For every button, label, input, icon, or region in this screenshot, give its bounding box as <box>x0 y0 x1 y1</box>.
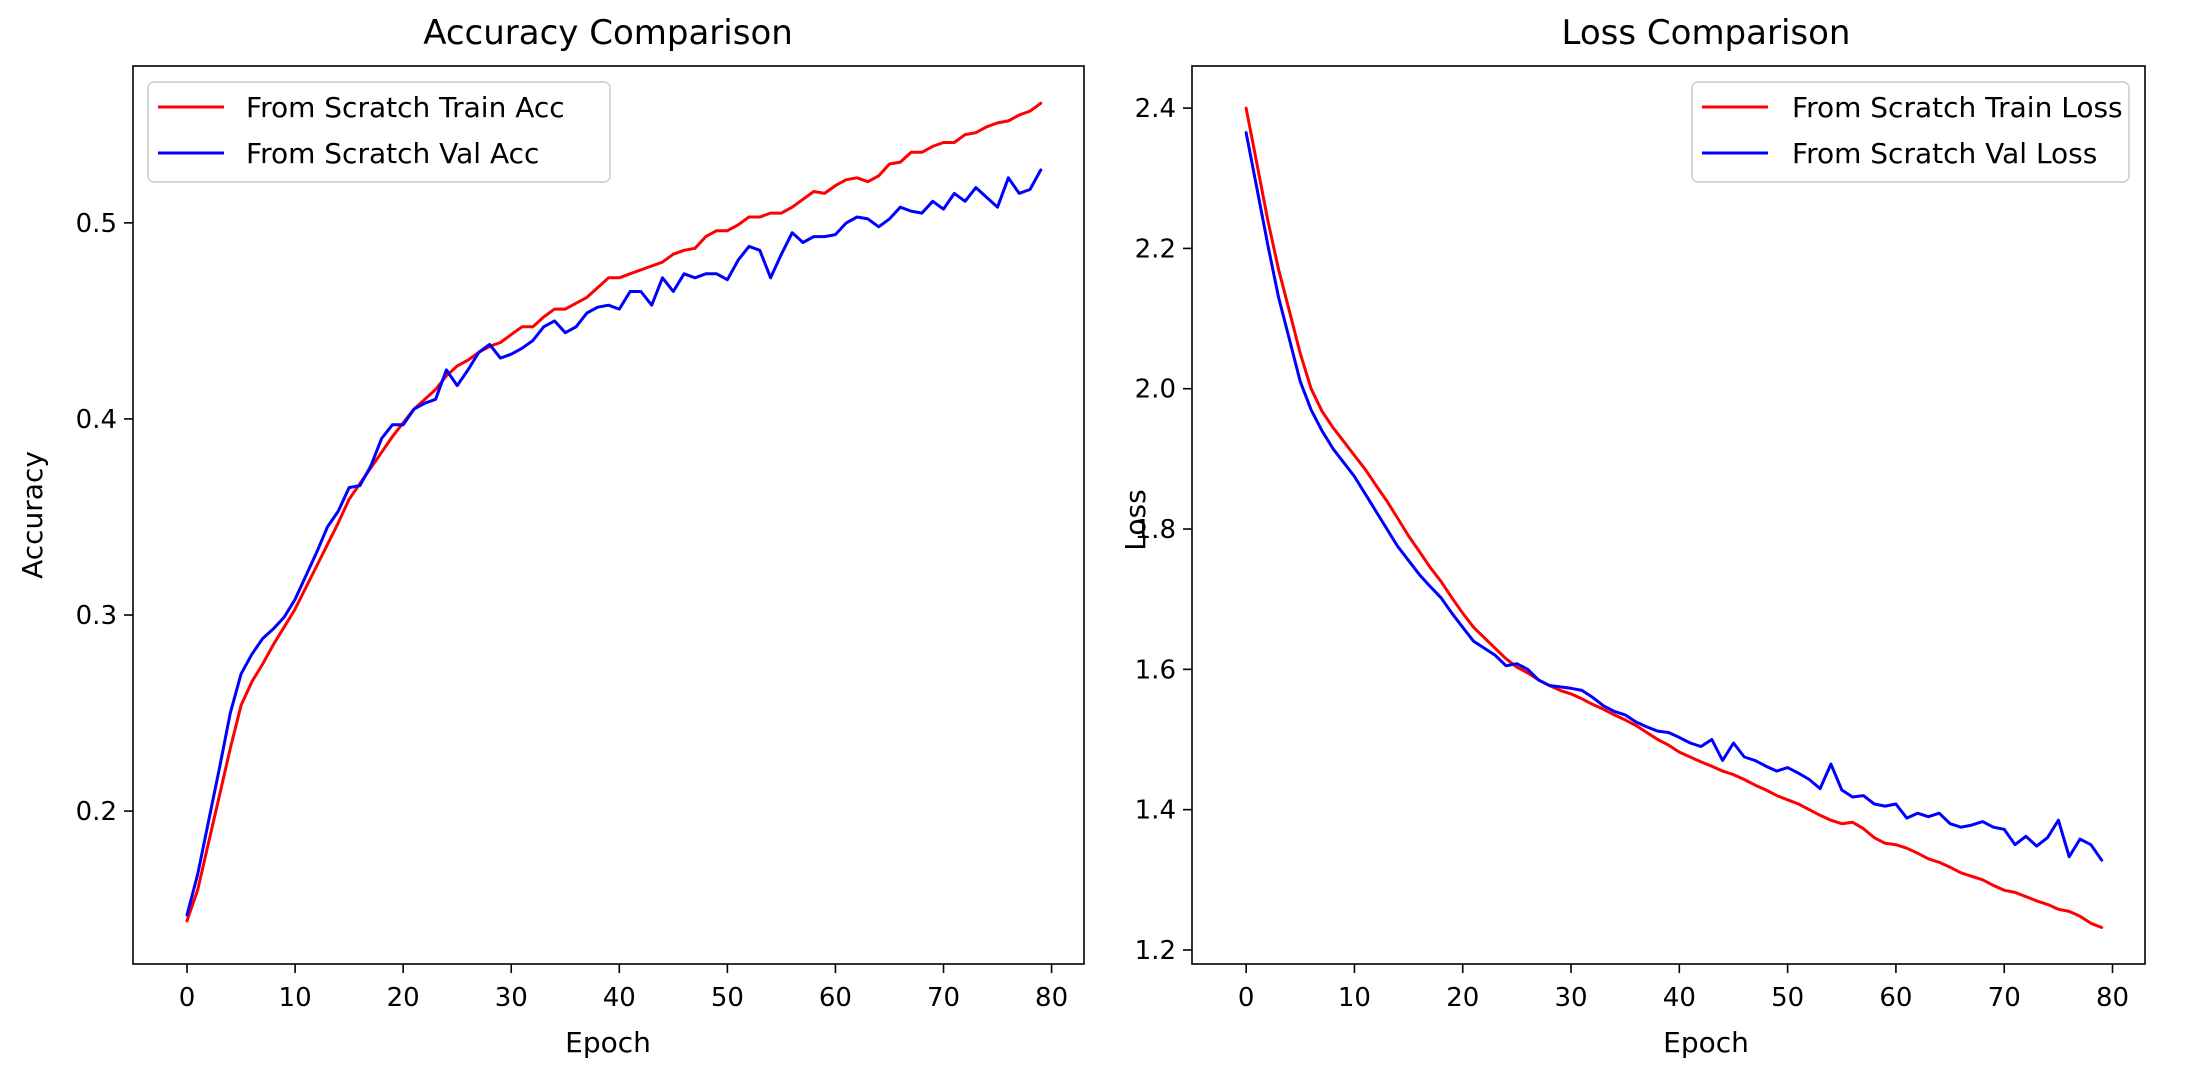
x-tick-label: 50 <box>711 983 744 1013</box>
y-tick-label: 0.4 <box>76 405 117 435</box>
y-tick-label: 2.2 <box>1135 234 1176 264</box>
x-tick-label: 70 <box>927 983 960 1013</box>
y-tick-label: 1.8 <box>1135 515 1176 545</box>
y-tick-label: 0.3 <box>76 601 117 631</box>
y-tick-label: 0.5 <box>76 209 117 239</box>
x-tick-label: 50 <box>1771 983 1804 1013</box>
y-axis-label: Accuracy <box>16 451 49 579</box>
legend: From Scratch Train Acc From Scratch Val … <box>147 81 611 183</box>
x-tick-label: 40 <box>603 983 636 1013</box>
x-tick-label: 60 <box>1879 983 1912 1013</box>
x-tick-label: 30 <box>495 983 528 1013</box>
y-axis-label: Loss <box>1119 489 1152 550</box>
x-axis-label: Epoch <box>1663 1026 1749 1059</box>
y-tick-label: 1.4 <box>1135 796 1176 826</box>
x-tick-label: 60 <box>819 983 852 1013</box>
series-line-val <box>1244 131 2104 862</box>
y-tick-label: 2.4 <box>1135 94 1176 124</box>
x-tick-label: 20 <box>387 983 420 1013</box>
series-layer <box>1244 106 2104 929</box>
x-tick-label: 80 <box>2096 983 2129 1013</box>
loss-chart: Loss Comparison 0 10 20 30 40 50 60 70 80 1.2 1.4… <box>1119 13 2146 1059</box>
legend-label-train: From Scratch Train Acc <box>246 91 565 124</box>
y-ticks: 0.2 0.3 0.4 0.5 <box>76 209 133 827</box>
x-tick-label: 10 <box>1338 983 1371 1013</box>
plot-frame <box>1191 65 2146 965</box>
x-tick-label: 70 <box>1988 983 2021 1013</box>
x-axis-label: Epoch <box>565 1026 651 1059</box>
x-tick-label: 0 <box>1238 983 1255 1013</box>
plot-frame <box>132 65 1085 965</box>
chart-title: Loss Comparison <box>1562 13 1851 53</box>
y-tick-label: 1.6 <box>1135 655 1176 685</box>
x-tick-label: 0 <box>179 983 196 1013</box>
y-tick-label: 1.2 <box>1135 936 1176 966</box>
x-tick-label: 10 <box>279 983 312 1013</box>
y-tick-label: 0.2 <box>76 797 117 827</box>
series-layer <box>185 101 1043 923</box>
x-tick-label: 40 <box>1663 983 1696 1013</box>
x-tick-label: 20 <box>1446 983 1479 1013</box>
y-tick-label: 2.0 <box>1135 375 1176 405</box>
legend-label-val: From Scratch Val Acc <box>246 137 539 170</box>
y-ticks: 1.2 1.4 1.6 1.8 2.0 2.2 2.4 <box>1135 94 1192 966</box>
x-ticks: 0 10 20 30 40 50 60 70 80 <box>179 964 1068 1013</box>
series-line-train <box>1244 106 2104 929</box>
legend-label-val: From Scratch Val Loss <box>1792 137 2097 170</box>
series-line-val <box>185 168 1043 917</box>
legend-label-train: From Scratch Train Loss <box>1792 91 2123 124</box>
chart-title: Accuracy Comparison <box>423 13 793 53</box>
legend: From Scratch Train Loss From Scratch Val… <box>1691 81 2130 183</box>
legend-box <box>1691 81 2130 183</box>
x-tick-label: 30 <box>1554 983 1587 1013</box>
x-ticks: 0 10 20 30 40 50 60 70 80 <box>1238 964 2129 1013</box>
series-line-train <box>185 101 1043 923</box>
legend-box <box>147 81 611 183</box>
x-tick-label: 80 <box>1035 983 1068 1013</box>
accuracy-chart: Accuracy Comparison 0 10 20 30 40 50 60 70 80 0.… <box>16 13 1085 1059</box>
